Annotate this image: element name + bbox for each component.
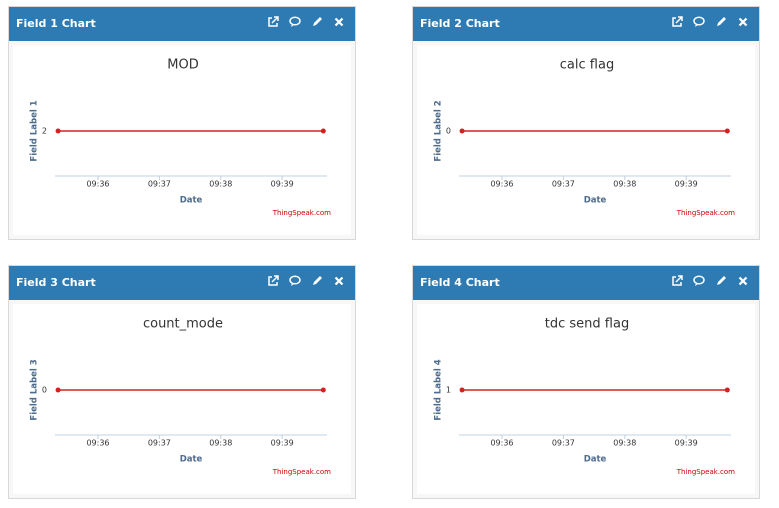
y-axis-label: Field Label 4 (434, 359, 444, 420)
x-tick-label: 09:37 (552, 439, 575, 448)
x-axis-label: Date (584, 455, 607, 465)
credit: ThingSpeak.com (676, 209, 735, 217)
chart-body: count_mode Field Label 3 Date ThingSpeak.co… (13, 304, 351, 494)
data-point (724, 128, 730, 134)
edit-icon[interactable] (715, 275, 727, 287)
data-point (459, 128, 465, 134)
chart-title: MOD (167, 58, 198, 73)
data-point (320, 128, 326, 134)
x-tick-label: 09:37 (148, 439, 171, 448)
open-window-icon[interactable] (671, 275, 683, 287)
data-point (320, 387, 326, 393)
close-icon[interactable] (333, 16, 345, 28)
chart: count_mode Field Label 3 Date ThingSpeak.co… (30, 317, 332, 477)
panel-title: Field 4 Chart (420, 276, 500, 289)
open-window-icon[interactable] (671, 16, 683, 28)
x-tick-label: 09:36 (490, 439, 513, 448)
chart-body: calc flag Field Label 2 Date ThingSpeak.com… (417, 45, 755, 235)
panel-title: Field 3 Chart (16, 276, 96, 289)
x-tick-label: 09:36 (490, 180, 513, 189)
x-tick-label: 09:36 (86, 180, 109, 189)
close-icon[interactable] (737, 16, 749, 28)
panel-icons (671, 275, 749, 287)
y-tick-label: 1 (446, 386, 451, 395)
x-tick-label: 09:38 (613, 439, 636, 448)
panel-title: Field 1 Chart (16, 17, 96, 30)
chart-panel: Field 3 Chart count_mode Field Label 3 Date… (8, 265, 356, 499)
comment-icon[interactable] (693, 16, 705, 28)
y-tick-label: 0 (42, 386, 47, 395)
panel-icons (671, 16, 749, 28)
chart-body: MOD Field Label 1 Date ThingSpeak.com 2 09:36… (13, 45, 351, 235)
comment-icon[interactable] (289, 16, 301, 28)
panel-header: Field 2 Chart (413, 7, 759, 41)
x-tick-label: 09:36 (86, 439, 109, 448)
x-tick-label: 09:38 (209, 180, 232, 189)
x-tick-label: 09:38 (209, 439, 232, 448)
chart: calc flag Field Label 2 Date ThingSpeak.com… (434, 58, 736, 218)
x-tick-label: 09:38 (613, 180, 636, 189)
chart-panel: Field 2 Chart calc flag Field Label 2 Date T… (412, 6, 760, 240)
y-axis-label: Field Label 3 (30, 359, 40, 420)
data-point (55, 387, 61, 393)
edit-icon[interactable] (715, 16, 727, 28)
data-point (459, 387, 465, 393)
comment-icon[interactable] (289, 275, 301, 287)
close-icon[interactable] (737, 275, 749, 287)
credit: ThingSpeak.com (272, 468, 331, 476)
chart: MOD Field Label 1 Date ThingSpeak.com 2 09:36… (30, 58, 332, 218)
edit-icon[interactable] (311, 275, 323, 287)
comment-icon[interactable] (693, 275, 705, 287)
credit: ThingSpeak.com (676, 468, 735, 476)
panel-header: Field 3 Chart (9, 266, 355, 300)
data-point (724, 387, 730, 393)
x-tick-label: 09:39 (271, 439, 294, 448)
x-tick-label: 09:37 (148, 180, 171, 189)
x-axis-label: Date (584, 196, 607, 206)
y-tick-label: 0 (446, 127, 451, 136)
open-window-icon[interactable] (267, 275, 279, 287)
close-icon[interactable] (333, 275, 345, 287)
panel-header: Field 4 Chart (413, 266, 759, 300)
panel-icons (267, 275, 345, 287)
chart-title: calc flag (560, 58, 614, 73)
chart: tdc send flag Field Label 4 Date ThingSpeak… (434, 317, 736, 477)
credit: ThingSpeak.com (272, 209, 331, 217)
panel-title: Field 2 Chart (420, 17, 500, 30)
x-tick-label: 09:37 (552, 180, 575, 189)
edit-icon[interactable] (311, 16, 323, 28)
x-tick-label: 09:39 (675, 439, 698, 448)
y-axis-label: Field Label 1 (30, 100, 40, 161)
data-point (55, 128, 61, 134)
y-axis-label: Field Label 2 (434, 100, 444, 161)
chart-body: tdc send flag Field Label 4 Date ThingSpeak… (417, 304, 755, 494)
chart-panel: Field 1 Chart MOD Field Label 1 Date ThingSp… (8, 6, 356, 240)
chart-panel: Field 4 Chart tdc send flag Field Label 4 D… (412, 265, 760, 499)
x-tick-label: 09:39 (675, 180, 698, 189)
panel-icons (267, 16, 345, 28)
x-axis-label: Date (180, 455, 203, 465)
x-axis-label: Date (180, 196, 203, 206)
open-window-icon[interactable] (267, 16, 279, 28)
chart-title: count_mode (143, 317, 223, 332)
x-tick-label: 09:39 (271, 180, 294, 189)
y-tick-label: 2 (42, 127, 47, 136)
chart-title: tdc send flag (545, 317, 629, 332)
panel-header: Field 1 Chart (9, 7, 355, 41)
